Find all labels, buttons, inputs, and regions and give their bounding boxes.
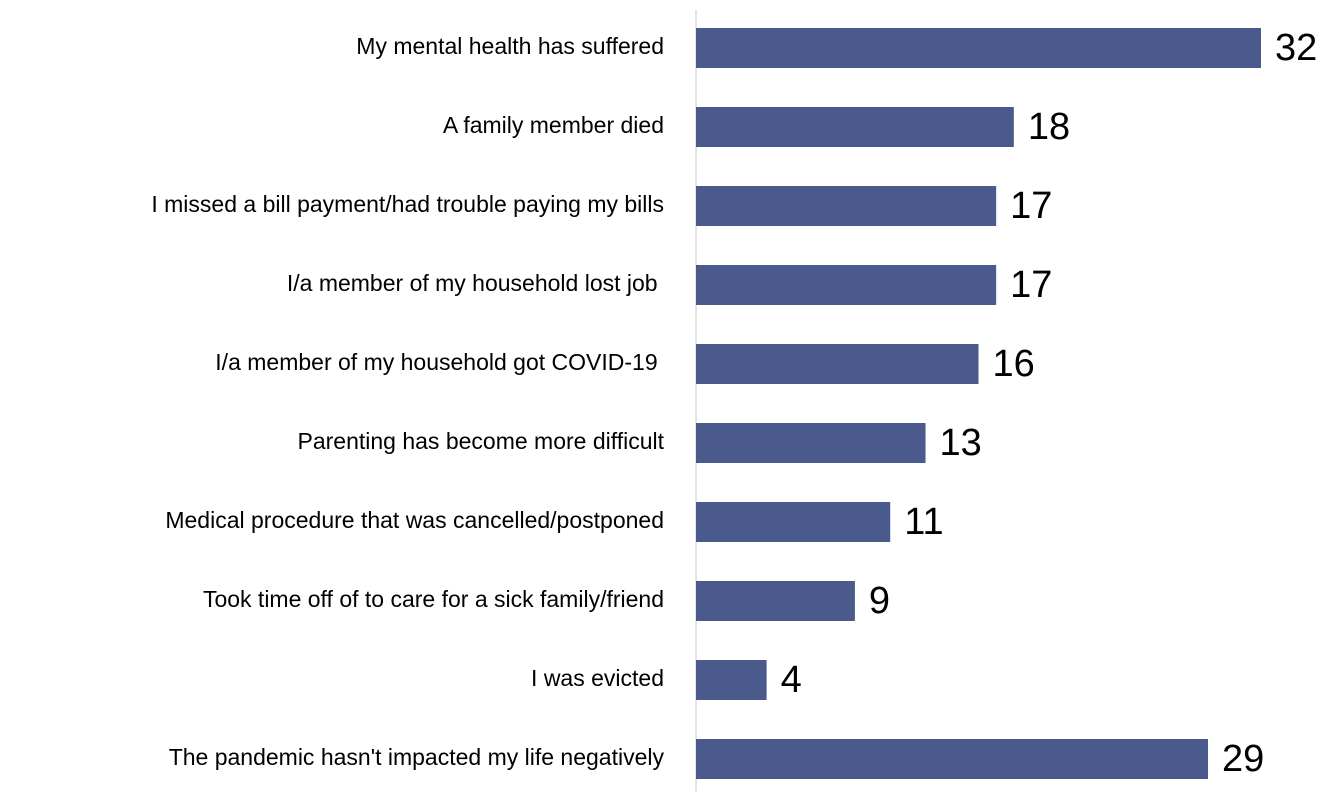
category-label: Medical procedure that was cancelled/pos… <box>165 507 664 533</box>
bar <box>696 28 1261 68</box>
category-label: I/a member of my household got COVID-19 <box>215 349 664 375</box>
value-label: 13 <box>940 422 982 464</box>
bar <box>696 739 1209 779</box>
value-label: 16 <box>993 343 1035 385</box>
category-label: The pandemic hasn't impacted my life neg… <box>169 744 665 770</box>
bar <box>696 581 855 621</box>
value-label: 17 <box>1010 264 1052 306</box>
bar <box>696 502 891 542</box>
value-label: 29 <box>1222 738 1264 780</box>
bar <box>696 660 767 700</box>
value-label: 9 <box>869 580 890 622</box>
bar <box>696 265 997 305</box>
bar <box>696 186 997 226</box>
category-label: I missed a bill payment/had trouble payi… <box>151 191 664 217</box>
value-label: 18 <box>1028 106 1070 148</box>
value-label: 17 <box>1010 185 1052 227</box>
value-label: 32 <box>1275 27 1317 69</box>
bar <box>696 107 1014 147</box>
category-label: Took time off of to care for a sick fami… <box>203 586 664 612</box>
category-label: I was evicted <box>531 665 664 691</box>
category-label: I/a member of my household lost job <box>287 270 664 296</box>
category-label: Parenting has become more difficult <box>298 428 665 454</box>
bar <box>696 423 926 463</box>
value-label: 4 <box>781 659 802 701</box>
bar <box>696 344 979 384</box>
category-label: My mental health has suffered <box>356 33 664 59</box>
value-label: 11 <box>904 501 943 543</box>
category-label: A family member died <box>443 112 664 138</box>
